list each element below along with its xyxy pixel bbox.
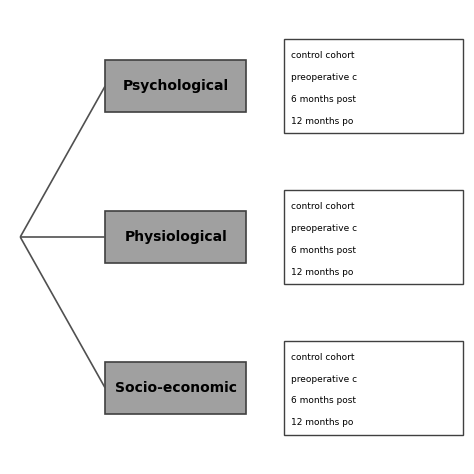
Text: 6 months post: 6 months post [291, 396, 356, 405]
Text: control cohort: control cohort [291, 51, 355, 60]
Text: Physiological: Physiological [124, 230, 227, 244]
Text: 6 months post: 6 months post [291, 246, 356, 255]
Text: Socio-economic: Socio-economic [115, 381, 237, 395]
Text: 12 months po: 12 months po [291, 267, 354, 276]
Text: 6 months post: 6 months post [291, 95, 356, 104]
FancyBboxPatch shape [105, 60, 246, 112]
Text: preoperative c: preoperative c [291, 224, 357, 233]
Text: control cohort: control cohort [291, 202, 355, 211]
Text: control cohort: control cohort [291, 353, 355, 362]
FancyBboxPatch shape [284, 39, 463, 133]
Text: preoperative c: preoperative c [291, 73, 357, 82]
Text: preoperative c: preoperative c [291, 374, 357, 383]
Text: 12 months po: 12 months po [291, 419, 354, 428]
FancyBboxPatch shape [284, 190, 463, 284]
FancyBboxPatch shape [284, 341, 463, 435]
FancyBboxPatch shape [105, 211, 246, 263]
Text: 12 months po: 12 months po [291, 117, 354, 126]
Text: Psychological: Psychological [123, 79, 229, 93]
FancyBboxPatch shape [105, 362, 246, 414]
